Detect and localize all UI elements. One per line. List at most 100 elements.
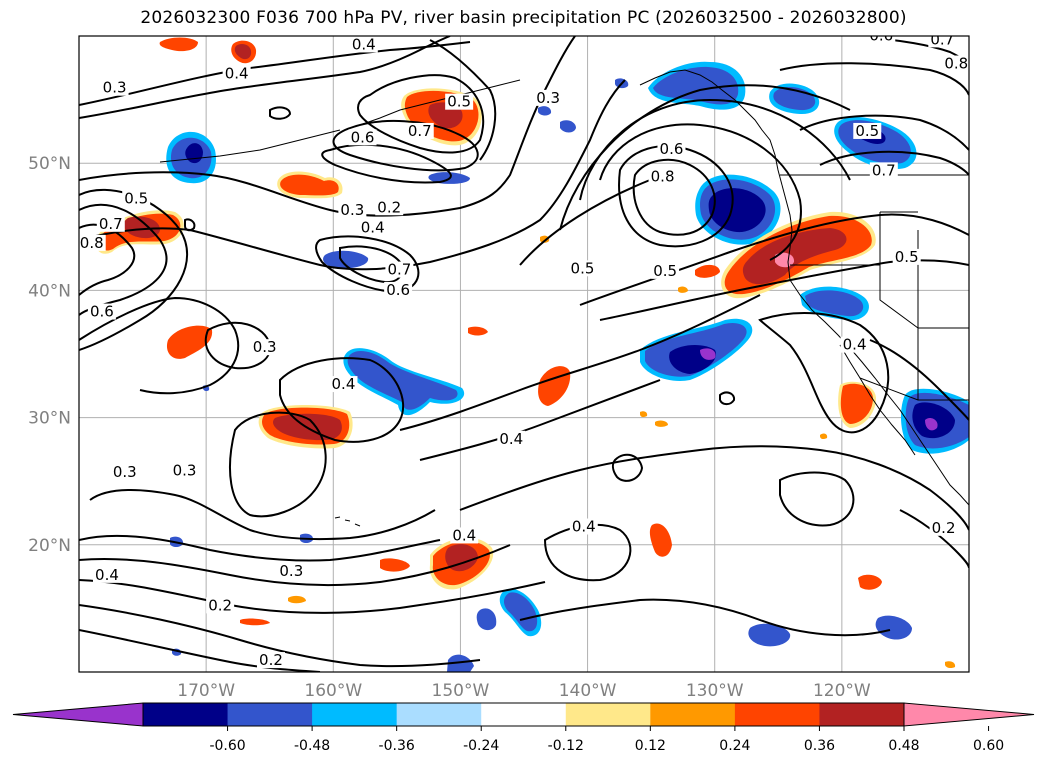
precip-blob (875, 615, 912, 640)
contour-label: 0.7 (99, 215, 123, 233)
contour-label: 0.3 (253, 338, 277, 356)
contour-label: 0.6 (660, 140, 684, 158)
contour-label: 0.5 (447, 93, 471, 111)
precip-blob (476, 608, 497, 631)
precip-blob (858, 574, 882, 590)
precip-blob (447, 654, 474, 672)
contour-label: 0.5 (571, 259, 595, 277)
contour-label: 0.4 (452, 526, 476, 544)
contour-label: 0.3 (340, 201, 364, 219)
border-idaho (879, 211, 918, 265)
contour-line (229, 411, 327, 518)
colorbar-outline (142, 702, 905, 727)
contour-line (89, 489, 436, 541)
contour-label-halo (222, 65, 251, 82)
contour-line (779, 471, 855, 527)
precip-blob (840, 383, 873, 424)
contour-label-halo (385, 261, 414, 278)
contour-label-halo (384, 281, 413, 298)
contour-label: 0.4 (361, 219, 385, 237)
precip-blob (655, 420, 668, 427)
contour-label: 0.7 (387, 261, 411, 279)
contour-label: 0.3 (103, 79, 127, 97)
contour-label: 0.4 (572, 518, 596, 536)
lon-tick-label: 120°W (813, 681, 871, 701)
contour-line (559, 84, 851, 231)
contour-line (399, 294, 761, 431)
lon-tick-label: 130°W (686, 681, 744, 701)
contour-line (79, 629, 321, 672)
contour-label: 0.3 (173, 462, 197, 480)
longitude-labels: 170°W 160°W 150°W 140°W 130°W 120°W (177, 681, 871, 701)
contour-label-halo (497, 430, 526, 447)
contour-line (611, 453, 644, 482)
colorbar-swatch (481, 703, 567, 726)
precip-blob (380, 558, 410, 572)
colorbar-swatch (143, 703, 229, 726)
contour-line (332, 119, 479, 172)
contour-label: 0.4 (352, 35, 376, 53)
contour-line (269, 106, 292, 120)
contour-label: 0.7 (872, 161, 896, 179)
colorbar-tick-label: -0.12 (548, 738, 584, 754)
hawaii-islands (334, 516, 361, 527)
precip-blob (700, 348, 716, 360)
precip-blob (347, 351, 458, 410)
colorbar-tick-label: -0.36 (379, 738, 415, 754)
contour-label: 0.2 (259, 651, 283, 669)
lat-tick-label: 20°N (28, 536, 71, 556)
contour-label: 0.7 (408, 122, 432, 140)
map-title: 2026032300 F036 700 hPa PV, river basin … (140, 8, 907, 28)
contour-label-halo (348, 129, 377, 146)
colorbar-swatch (565, 703, 651, 726)
colorbar-tick-label: 0.24 (719, 738, 750, 754)
pv-contours (79, 36, 969, 672)
contour-label-halo (648, 168, 677, 185)
precip-blob (540, 235, 550, 243)
contour-line (632, 158, 716, 236)
aleutian-islands (159, 129, 341, 163)
colorbar-tick-label: -0.48 (294, 738, 330, 754)
contour-line (321, 143, 452, 184)
precip-blob (234, 43, 252, 60)
precip-blob (538, 106, 552, 116)
contour-label: 0.4 (225, 65, 249, 83)
colorbar-swatch (227, 703, 313, 726)
contour-label-halo (87, 303, 116, 320)
contour-label: 0.5 (124, 189, 148, 207)
contour-line (79, 544, 511, 587)
contour-line (429, 39, 497, 161)
precip-blob (123, 216, 160, 239)
contour-label: 0.6 (386, 281, 410, 299)
precip-blob (649, 523, 672, 557)
precip-blob (742, 228, 847, 285)
lon-tick-label: 140°W (559, 681, 617, 701)
colorbar: -0.60 -0.48 -0.36 -0.24 -0.12 0.12 0.24 0.36 0.4… (12, 702, 1035, 754)
contour-label-halo (568, 260, 597, 277)
contour-label-halo (405, 122, 434, 139)
contour-label-halo (100, 79, 129, 96)
precip-blob (560, 120, 576, 133)
contour-label-halo (92, 566, 121, 583)
contour-label: 0.4 (332, 375, 356, 393)
contour-label-halo (358, 219, 387, 236)
colorbar-tick-label: -0.24 (463, 738, 499, 754)
contour-line (579, 213, 969, 306)
lat-tick-label: 50°N (28, 154, 71, 174)
contour-line (184, 218, 196, 232)
contour-line (779, 62, 969, 96)
contour-line (459, 445, 969, 531)
contour-line (279, 357, 405, 443)
contour-label-halo (853, 122, 882, 139)
contour-label: 0.8 (944, 55, 968, 73)
contour-label-halo (338, 201, 367, 218)
contour-label-halo (96, 215, 125, 232)
contour-line (869, 339, 969, 421)
colorbar-tick-label: 0.60 (973, 738, 1004, 754)
colorbar-swatch (734, 703, 820, 726)
precip-blob (678, 286, 688, 293)
precip-blob (445, 544, 478, 572)
contour-label: 0.7 (930, 30, 954, 48)
precip-blob (323, 250, 369, 269)
lat-tick-label: 30°N (28, 409, 71, 429)
